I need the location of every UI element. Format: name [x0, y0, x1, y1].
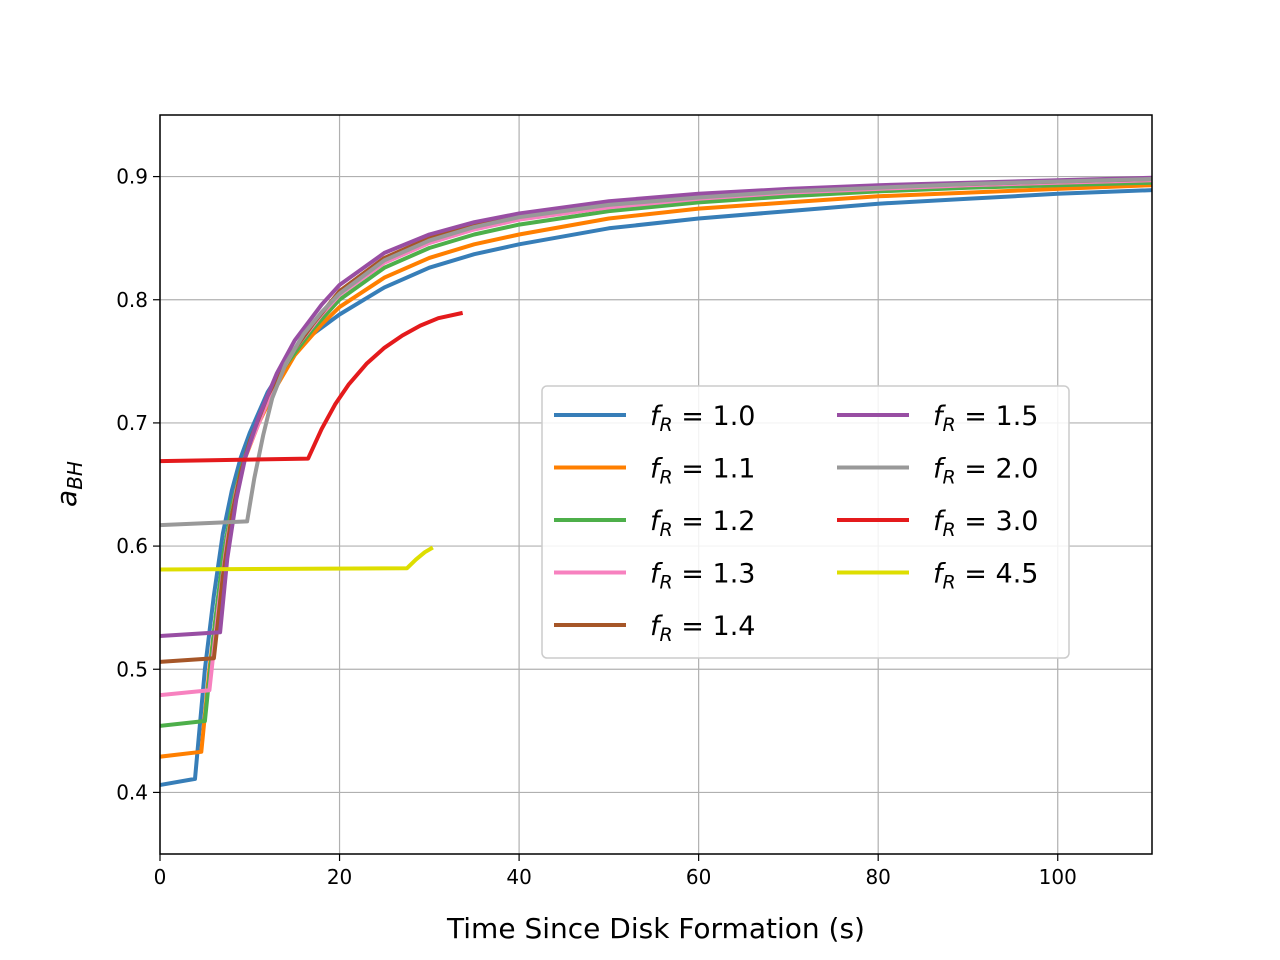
y-tick-label: 0.6: [116, 534, 148, 558]
y-tick-label: 0.5: [116, 657, 148, 681]
x-tick-label: 0: [154, 865, 167, 889]
series-lines: [160, 175, 1152, 788]
x-tick-label: 20: [327, 865, 352, 889]
plot-frame: [159, 114, 1153, 855]
series-line-fr-2-0: [160, 176, 1152, 528]
x-tick-label: 100: [1039, 865, 1077, 889]
y-tick-label: 0.4: [116, 780, 148, 804]
y-axis-label: aBH: [50, 461, 87, 507]
legend-entry-fr-1-5: fR = 1.5: [933, 401, 1038, 436]
legend-entry-fr-3-0: fR = 3.0: [933, 506, 1038, 541]
x-axis-label: Time Since Disk Formation (s): [446, 912, 865, 945]
x-tick-label: 80: [865, 865, 890, 889]
series-line-fr-4-5: [160, 545, 434, 572]
legend-entry-fr-4-5: fR = 4.5: [933, 559, 1038, 594]
axis-ticks: 0 20 40 60 80 100 0.4 0.5 0.6 0.7 0.8 0.9: [116, 165, 1077, 889]
y-tick-label: 0.9: [116, 165, 148, 189]
legend-entry-fr-1-4: fR = 1.4: [650, 611, 755, 646]
legend-box: [541, 385, 1070, 659]
series-line-fr-3-0: [160, 310, 464, 464]
legend-entry-fr-1-2: fR = 1.2: [650, 506, 755, 541]
legend: fR = 1.0fR = 1.1fR = 1.2fR = 1.3fR = 1.4…: [541, 385, 1070, 659]
series-line-fr-1-5: [160, 175, 1152, 639]
series-line-fr-1-0: [160, 188, 1152, 788]
x-tick-label: 60: [686, 865, 711, 889]
y-tick-label: 0.8: [116, 288, 148, 312]
legend-entry-fr-1-0: fR = 1.0: [650, 401, 755, 436]
x-tick-label: 40: [506, 865, 531, 889]
y-tick-label: 0.7: [116, 411, 148, 435]
